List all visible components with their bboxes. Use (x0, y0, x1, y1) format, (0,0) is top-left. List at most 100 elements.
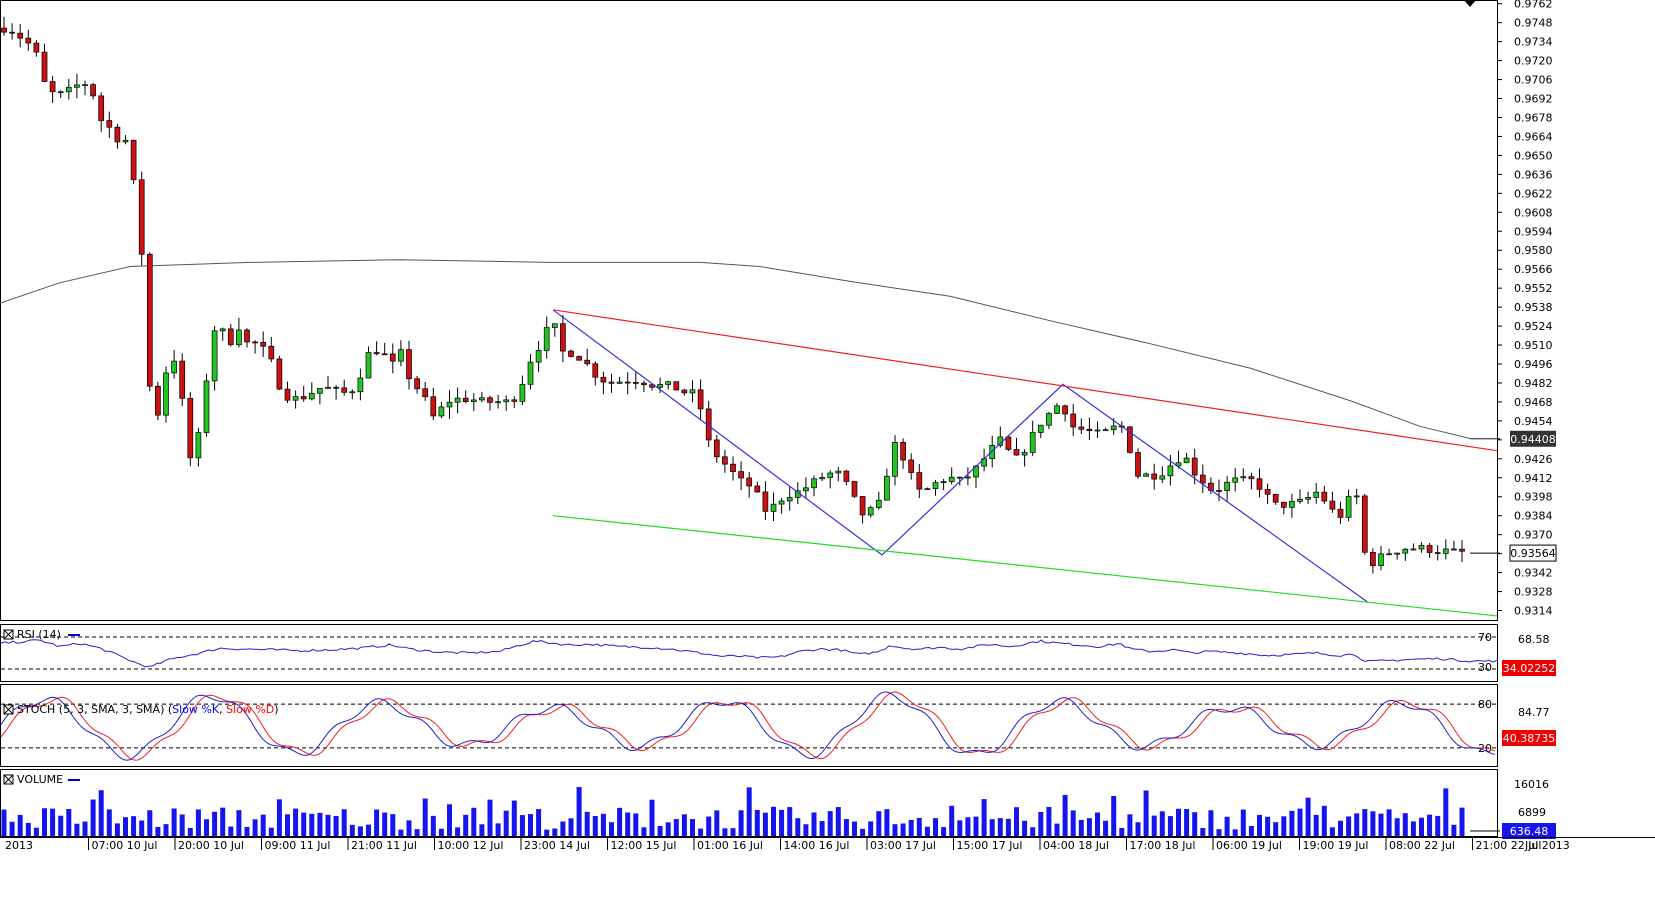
volume-bar (884, 809, 890, 836)
candle-body (252, 341, 258, 344)
candle-body (479, 397, 485, 401)
volume-bar (1062, 794, 1068, 836)
volume-bar (754, 809, 760, 836)
candle-body (989, 444, 996, 460)
volume-bar (908, 819, 914, 836)
volume-bar (1232, 829, 1238, 836)
volume-bar (422, 798, 428, 836)
volume-tick-label: 6899 (1518, 806, 1546, 819)
stoch-d-label: Slow %D (226, 703, 274, 716)
volume-bar (252, 819, 258, 836)
volume-bar (438, 828, 444, 836)
annotations (552, 309, 1498, 617)
volume-bar (1127, 814, 1133, 836)
volume-bar (941, 827, 947, 836)
candle-body (90, 84, 96, 97)
candle-body (722, 456, 728, 465)
volume-bar (25, 822, 31, 836)
volume-bar (1119, 828, 1125, 836)
ma-value-box (1510, 430, 1556, 447)
volume-bar (738, 810, 744, 836)
scroll-marker-icon[interactable] (1464, 0, 1476, 7)
candle-body (268, 345, 275, 360)
volume-bar (690, 819, 695, 836)
candle-body (519, 383, 526, 402)
candle-body (406, 349, 412, 380)
candle-body (730, 463, 736, 472)
volume-bar (293, 808, 299, 836)
volume-bar (1281, 816, 1287, 836)
rsi-level-30-label: 30 (1478, 661, 1492, 674)
candle-body (811, 478, 817, 489)
volume-bar (406, 820, 412, 836)
volume-bar (1410, 821, 1416, 836)
candle-body (74, 84, 80, 88)
candle-body (1224, 481, 1230, 491)
volume-bar (665, 822, 671, 836)
candle-body (292, 396, 299, 401)
candle-body (900, 441, 906, 461)
candle-body (560, 323, 566, 352)
volume-bar (244, 826, 250, 836)
volume-bar (74, 823, 80, 836)
candle-body (462, 397, 469, 403)
candle-body (284, 388, 291, 401)
candle-body (1418, 545, 1425, 550)
candle-body (1037, 424, 1044, 433)
time-tick-label: 07:00 10 Jul (92, 839, 158, 852)
candle-body (146, 253, 153, 387)
stoch-pane (0, 684, 1498, 767)
candle-body (1402, 548, 1409, 554)
volume-bar (1386, 809, 1392, 836)
price-tick-label: 0.9706 (1514, 74, 1553, 87)
candle-body (1143, 473, 1149, 477)
candle-body (1078, 426, 1085, 430)
candle-body (948, 476, 955, 482)
candle-body (908, 459, 915, 473)
candle-body (1434, 552, 1441, 554)
candle-body (195, 432, 202, 459)
volume-bar (1402, 813, 1408, 836)
time-tick-label: 14:00 16 Jul (784, 839, 850, 852)
volume-bar (430, 815, 436, 836)
candle-body (1337, 508, 1344, 518)
time-tick-label: 20:00 10 Jul (178, 839, 244, 852)
candle-body (1345, 496, 1352, 518)
candle-body (673, 381, 680, 391)
candle-body (1370, 551, 1376, 567)
candle-body (17, 32, 24, 39)
volume-bar (268, 827, 274, 836)
volume-bar (973, 816, 979, 836)
volume-bar (552, 828, 558, 836)
candle-body (965, 476, 971, 479)
candle-body (884, 475, 890, 501)
candle-body (122, 139, 129, 143)
candle-body (203, 380, 210, 433)
time-tick-label: 09:00 11 Jul (265, 839, 331, 852)
candle-body (1232, 477, 1239, 483)
volume-bar (398, 829, 404, 836)
volume-bar (1014, 807, 1019, 836)
rsi-value-label: 34.02252 (1503, 662, 1556, 675)
candle-body (956, 476, 963, 479)
volume-bar (1192, 812, 1198, 836)
candle-body (1151, 473, 1158, 480)
volume-indicator: 16016 6899 636.48 (1, 778, 1556, 839)
volume-bar (633, 813, 639, 836)
candle-body (1216, 490, 1222, 492)
candle-body (227, 328, 234, 346)
candle-body (916, 472, 923, 490)
candle-body (1070, 413, 1077, 428)
candle-body (114, 126, 121, 143)
candle-body (803, 487, 809, 492)
time-tick-label: 08:00 22 Jul (1389, 839, 1455, 852)
candle-body (422, 388, 429, 398)
candle-body (1167, 465, 1174, 477)
price-tick-label: 0.9734 (1514, 36, 1553, 49)
price-tick-label: 0.9552 (1514, 282, 1553, 295)
volume-bar (819, 820, 825, 836)
candle-body (98, 95, 105, 121)
volume-bar (131, 816, 137, 836)
candle-body (300, 396, 307, 400)
